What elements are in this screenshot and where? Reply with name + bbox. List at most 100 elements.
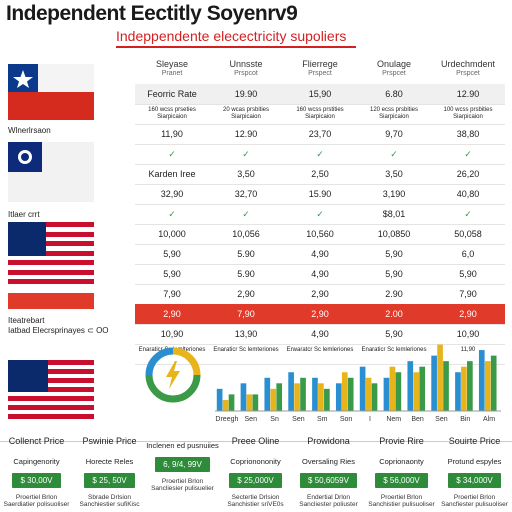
bar [294,383,300,411]
table-row: 160 wcss prseties Siarpicaion 20 wcas prs… [135,104,505,125]
card-price[interactable]: $ 34,000V [448,473,501,488]
card-sub: Horecte Reles [85,457,134,466]
bar [413,372,420,411]
bar [276,383,283,411]
price-card[interactable]: Pswinie Price Horecte Reles $ 25, 50V Sbrad… [73,430,146,512]
price-cards: Collenct Price Capingenority $ 30,00V Proer… [0,430,512,512]
table-cell: 160 wcss prseties Siarpicaion [148,107,196,120]
x-tick-label: Ben [411,416,424,423]
bar [288,372,294,411]
card-price[interactable]: $ 25, 50V [84,473,135,488]
card-head: Souirte Price [448,436,501,446]
bar [300,377,306,411]
card-price[interactable]: $ 56,000V [375,473,428,488]
table-cell: 38,80 [456,129,480,139]
bar [389,366,396,411]
price-card[interactable]: Provie Rire Coprionaonty $ 56,000V Proertie… [365,430,438,512]
card-price[interactable]: $ 50,6059V [300,473,357,488]
table-cell: ✓ [168,209,176,219]
card-price[interactable]: 6, 9/4, 99V [155,457,210,472]
bar [246,394,253,411]
table-row: 10,000 10,056 10,560 10,0850 50,058 [135,224,505,245]
card-foot: Proertiel Brlon Sanchistier pulisuoliser [368,494,435,508]
table-row: Enaraticr Sc lemlteriones Enaraticr Sc le… [135,344,505,365]
table-cell: 10,90 [160,329,184,339]
card-price[interactable]: $ 25,000V [229,473,282,488]
bar [467,361,473,411]
table-row: 11,90 12.90 23,70 9,70 38,80 [135,124,505,145]
page-subtitle: Indeppendente elecectricity supoliers [116,28,347,44]
table-cell: 15,90 [308,89,332,99]
card-sub: Protund espyles [447,457,502,466]
bar [341,372,348,411]
price-card[interactable]: Preee Oline Coprionononity $ 25,000V Secter… [219,430,292,512]
table-cell: 23,70 [308,129,332,139]
table-cell: 2,90 [311,289,329,299]
table-cell: 12.90 [456,89,480,99]
bar [371,383,378,411]
card-foot: Sectertie Drlsion Sanchistier sriVE0s [227,494,284,508]
flag-chile-icon [8,64,94,120]
price-card[interactable]: Inclenen ed pusnuiies 6, 9/4, 99V Proertie… [146,430,219,512]
bar [431,355,437,411]
table-cell: 32,90 [160,189,184,199]
table-cell: 120 ecss prsbities Siarpicaion [369,107,419,120]
table-cell: 7,90 [237,309,255,319]
x-tick-label: Sm [317,416,328,423]
subtitle-underline [116,46,356,48]
table-cell: 9,70 [385,129,403,139]
red-banner [8,293,94,309]
card-sub: Inclenen ed pusnuiies [146,441,219,450]
x-tick-label: Bin [460,416,470,423]
flag-usa-icon [8,222,94,284]
table-cell: 10,90 [456,329,480,339]
table-cell: 5,90 [385,269,403,279]
bar [222,399,229,411]
table-cell: Enaraticr Sc lemleriones [361,347,427,353]
card-head: Preee Oline [231,436,280,446]
card-foot: Sbrade Drlsion Sanchiestier sufiKisc [79,494,140,508]
table-cell: 4,90 [311,249,329,259]
table-cell: 2,90 [311,309,329,319]
table-cell: 10,056 [232,229,260,239]
table-cell: Erwaratcr Sc lemleriones [286,347,354,353]
bar [478,350,485,411]
x-tick-label: Nem [386,416,401,423]
table-cell: 5,90 [163,269,181,279]
table-cell: 50,058 [454,229,482,239]
table-row: ✓ ✓ ✓ ✓ ✓ [135,144,505,165]
table-cell: 2,90 [459,309,477,319]
table-cell: Feorric Rate [147,89,197,99]
card-price[interactable]: $ 30,00V [12,473,61,488]
table-cell: 6.80 [385,89,403,99]
bar [335,383,342,411]
card-foot: Proertiel Brlon Sancfiester pulisuoliser [441,494,508,508]
table-cell: 13,90 [234,329,258,339]
price-card[interactable]: Prowidona Oversaling Ries $ 50,6059V Endert… [292,430,365,512]
column-header-2: Unnsste Prspcot [229,59,263,78]
bar [324,388,330,411]
table-cell: ✓ [168,149,176,159]
table-cell: ✓ [316,149,324,159]
table-cell: $8,01 [382,209,406,219]
bar [419,366,426,411]
table-cell: 5,90 [385,249,403,259]
column-header-3: Flierrege Prspect [302,59,338,78]
price-card[interactable]: Souirte Price Protund espyles $ 34,000V Pro… [438,430,511,512]
side-label-3: Iteatrebart [8,316,45,325]
table-cell: 19.90 [234,89,258,99]
side-label-4: Iatbad Elecrsprinayes ⊂ OO [8,326,109,335]
table-cell: 7,90 [459,289,477,299]
table-cell: 100 wcss prsbities Siarpicaion [443,107,493,120]
card-foot: Endertial Drlon Sancliester poliuster [299,494,358,508]
x-tick-label: Sen [245,416,258,423]
table-cell: 2,50 [311,169,329,179]
column-header-5: Urdechmdent Prspcet [440,59,496,78]
table-cell: 160 wcss prstities Siarpicaion [296,107,344,120]
table-row: Karden Iree 3,50 2,50 3,50 26,20 [135,164,505,185]
table-cell: 5,90 [385,329,403,339]
table-row: 5,90 5.90 4,90 5,90 5,90 [135,264,505,285]
card-foot: Proertiel Brlon Sancliesier pulisuelier [151,478,214,492]
price-card[interactable]: Collenct Price Capingenority $ 30,00V Proer… [0,430,73,512]
side-label-1: Wlnerlrsaon [8,126,51,135]
